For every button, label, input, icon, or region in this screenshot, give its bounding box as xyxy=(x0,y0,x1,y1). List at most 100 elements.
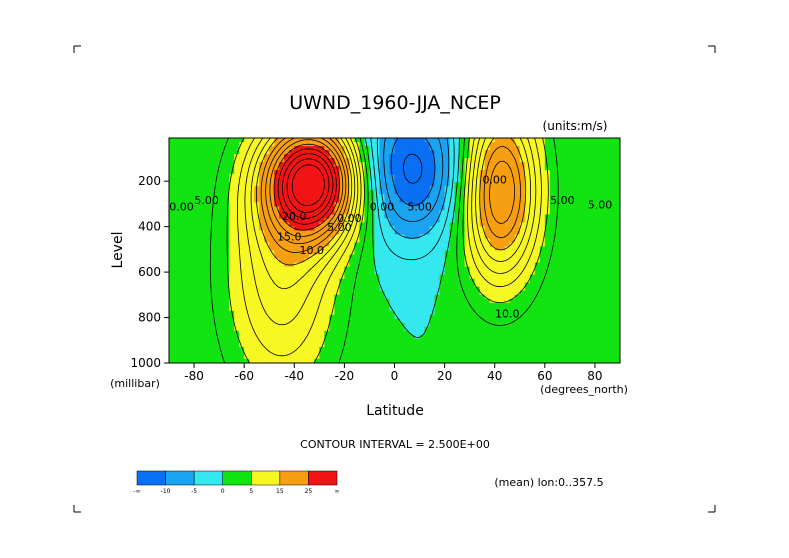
contour-cell xyxy=(344,186,350,191)
contour-cell xyxy=(599,358,606,363)
contour-cell xyxy=(339,158,345,163)
contour-cell xyxy=(514,274,521,280)
contour-cell xyxy=(444,350,451,356)
contour-cell xyxy=(414,326,421,332)
contour-cell xyxy=(249,278,255,284)
contour-cell xyxy=(194,238,200,244)
contour-cell xyxy=(469,162,476,167)
contour-cell xyxy=(529,158,536,163)
contour-cell xyxy=(424,166,431,171)
contour-cell xyxy=(239,190,245,195)
contour-cell xyxy=(374,194,381,199)
contour-cell xyxy=(509,178,516,183)
contour-cell xyxy=(604,274,611,280)
contour-cell xyxy=(274,186,280,191)
contour-cell xyxy=(199,338,205,344)
contour-cell xyxy=(339,142,345,147)
contour-cell xyxy=(594,346,601,352)
contour-cell xyxy=(399,282,406,288)
contour-cell xyxy=(589,314,596,320)
contour-cell xyxy=(204,238,210,244)
contour-cell xyxy=(524,354,531,360)
contour-cell xyxy=(369,354,376,360)
contour-cell xyxy=(324,174,330,179)
contour-cell xyxy=(319,330,325,336)
contour-cell xyxy=(234,226,240,232)
contour-cell xyxy=(269,174,275,179)
contour-cell xyxy=(534,354,541,360)
contour-cell xyxy=(244,158,250,163)
contour-cell xyxy=(309,182,315,187)
contour-cell xyxy=(469,258,476,264)
contour-cell xyxy=(579,270,586,276)
contour-cell xyxy=(199,158,205,163)
contour-cell xyxy=(339,346,345,352)
contour-cell xyxy=(574,178,581,183)
contour-cell xyxy=(514,338,521,344)
contour-cell xyxy=(224,142,230,147)
contour-cell xyxy=(489,246,496,252)
contour-cell xyxy=(299,142,305,147)
contour-cell xyxy=(424,198,431,203)
contour-cell xyxy=(204,146,210,151)
contour-cell xyxy=(464,342,471,348)
contour-cell xyxy=(574,346,581,352)
contour-cell xyxy=(534,154,541,159)
contour-cell xyxy=(249,242,255,248)
contour-cell xyxy=(404,278,411,284)
contour-cell xyxy=(419,166,426,171)
contour-cell xyxy=(229,298,235,304)
contour-cell xyxy=(509,306,516,312)
contour-cell xyxy=(404,170,411,175)
contour-cell xyxy=(254,234,260,240)
contour-cell xyxy=(459,218,466,223)
contour-cell xyxy=(469,314,476,320)
contour-cell xyxy=(379,322,386,328)
contour-cell xyxy=(594,258,601,264)
contour-cell xyxy=(344,178,350,183)
contour-cell xyxy=(244,214,250,219)
contour-cell xyxy=(439,314,446,320)
contour-cell xyxy=(404,182,411,187)
contour-cell xyxy=(529,210,536,215)
contour-cell xyxy=(274,278,280,284)
contour-cell xyxy=(344,214,350,219)
contour-cell xyxy=(454,334,461,340)
contour-cell xyxy=(564,266,571,272)
contour-cell xyxy=(604,298,611,304)
contour-cell xyxy=(379,274,386,280)
contour-cell xyxy=(209,326,215,332)
contour-cell xyxy=(249,186,255,191)
contour-cell xyxy=(504,318,511,324)
contour-cell xyxy=(169,278,175,284)
contour-cell xyxy=(609,174,616,179)
contour-cell xyxy=(239,206,245,211)
contour-cell xyxy=(174,326,180,332)
contour-cell xyxy=(414,322,421,328)
contour-cell xyxy=(169,190,175,195)
contour-cell xyxy=(354,210,361,215)
contour-cell xyxy=(564,158,571,163)
contour-cell xyxy=(219,254,225,260)
contour-cell xyxy=(524,234,531,240)
contour-cell xyxy=(424,306,431,312)
contour-cell xyxy=(289,274,295,280)
contour-cell xyxy=(599,166,606,171)
contour-cell xyxy=(604,182,611,187)
contour-cell xyxy=(304,326,310,332)
contour-cell xyxy=(559,154,566,159)
contour-cell xyxy=(189,306,195,312)
contour-cell xyxy=(319,210,325,215)
contour-cell xyxy=(604,146,611,151)
contour-cell xyxy=(214,210,220,215)
contour-cell xyxy=(339,238,345,244)
contour-cell xyxy=(264,250,270,256)
contour-cell xyxy=(604,266,611,272)
contour-cell xyxy=(594,154,601,159)
contour-cell xyxy=(524,338,531,344)
contour-cell xyxy=(194,322,200,328)
contour-cell xyxy=(329,286,335,292)
contour-cell xyxy=(564,306,571,312)
contour-cell xyxy=(299,254,305,260)
contour-cell xyxy=(394,258,401,264)
